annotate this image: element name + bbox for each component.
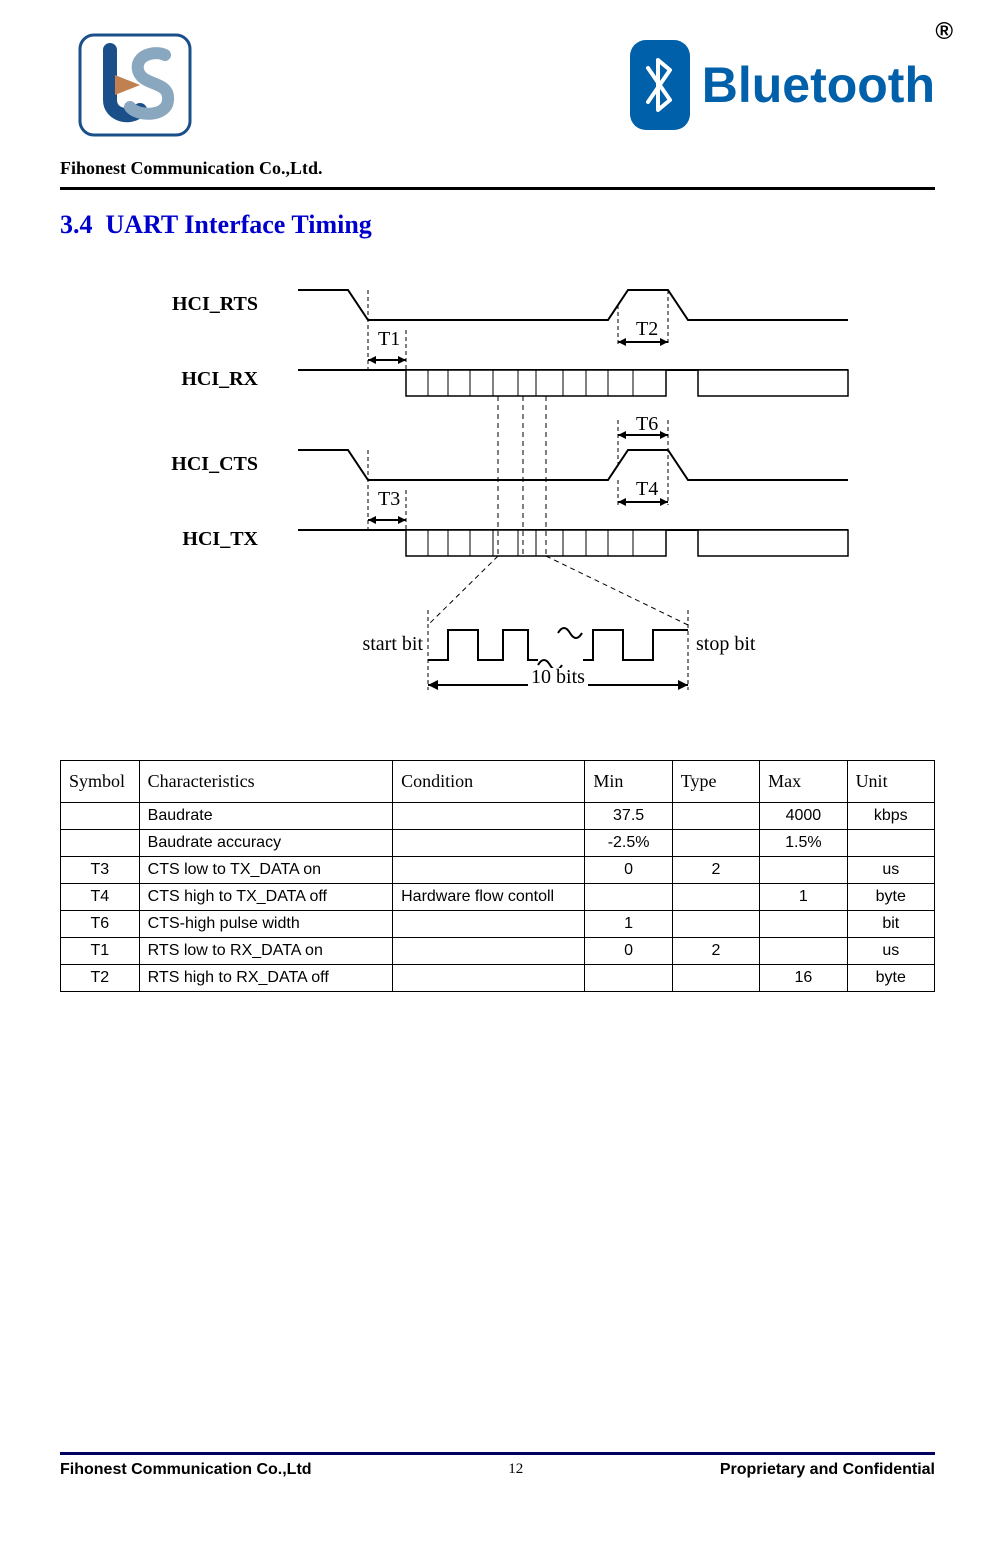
registered-mark: ® bbox=[935, 18, 953, 46]
t6-label: T6 bbox=[636, 413, 658, 435]
t1-label: T1 bbox=[378, 328, 400, 350]
table-row: Baudrate 37.5 4000 kbps bbox=[61, 803, 935, 830]
hdr-max: Max bbox=[760, 761, 847, 803]
company-name: Fihonest Communication Co.,Ltd. bbox=[60, 158, 935, 179]
table-row: T2 RTS high to RX_DATA off 16 byte bbox=[61, 965, 935, 992]
table-row: T3 CTS low to TX_DATA on 0 2 us bbox=[61, 857, 935, 884]
section-title: UART Interface Timing bbox=[106, 210, 372, 239]
hdr-symbol: Symbol bbox=[61, 761, 140, 803]
header-bar: Bluetooth ® bbox=[60, 20, 935, 150]
hdr-cond: Condition bbox=[393, 761, 585, 803]
table-header-row: Symbol Characteristics Condition Min Typ… bbox=[61, 761, 935, 803]
table-row: T4 CTS high to TX_DATA off Hardware flow… bbox=[61, 884, 935, 911]
bluetooth-logo: Bluetooth ® bbox=[630, 40, 935, 130]
js-logo-icon bbox=[60, 25, 210, 145]
bluetooth-icon bbox=[630, 40, 690, 130]
signal-label-rx: HCI_RX bbox=[181, 368, 258, 390]
bits-label: 10 bits bbox=[531, 666, 585, 688]
footer-confidential: Proprietary and Confidential bbox=[720, 1461, 935, 1479]
t3-label: T3 bbox=[378, 488, 400, 510]
table-row: T1 RTS low to RX_DATA on 0 2 us bbox=[61, 938, 935, 965]
table-row: Baudrate accuracy -2.5% 1.5% bbox=[61, 830, 935, 857]
company-logo bbox=[60, 25, 210, 145]
uart-timing-diagram: HCI_RTS T1 T2 HCI_RX bbox=[128, 270, 868, 720]
hdr-unit: Unit bbox=[847, 761, 934, 803]
hdr-min: Min bbox=[585, 761, 672, 803]
spec-table: Symbol Characteristics Condition Min Typ… bbox=[60, 760, 935, 992]
page-footer: Fihonest Communication Co.,Ltd 12 Propri… bbox=[60, 1452, 935, 1479]
bluetooth-wordmark: Bluetooth bbox=[702, 56, 935, 114]
t2-label: T2 bbox=[636, 318, 658, 340]
hdr-type: Type bbox=[672, 761, 759, 803]
footer-page-number: 12 bbox=[508, 1461, 523, 1479]
t4-label: T4 bbox=[636, 478, 658, 500]
header-divider bbox=[60, 187, 935, 190]
section-heading: 3.4 UART Interface Timing bbox=[60, 210, 935, 240]
signal-label-rts: HCI_RTS bbox=[172, 293, 258, 315]
table-row: T6 CTS-high pulse width 1 bit bbox=[61, 911, 935, 938]
page: Bluetooth ® Fihonest Communication Co.,L… bbox=[0, 0, 995, 1499]
stopbit-label: stop bit bbox=[696, 633, 756, 655]
section-number: 3.4 bbox=[60, 210, 93, 239]
startbit-label: start bit bbox=[362, 633, 423, 655]
signal-label-cts: HCI_CTS bbox=[171, 453, 258, 475]
hdr-char: Characteristics bbox=[139, 761, 392, 803]
footer-company: Fihonest Communication Co.,Ltd bbox=[60, 1461, 312, 1479]
signal-label-tx: HCI_TX bbox=[182, 528, 258, 550]
table-body: Baudrate 37.5 4000 kbps Baudrate accurac… bbox=[61, 803, 935, 992]
footer-divider bbox=[60, 1452, 935, 1455]
